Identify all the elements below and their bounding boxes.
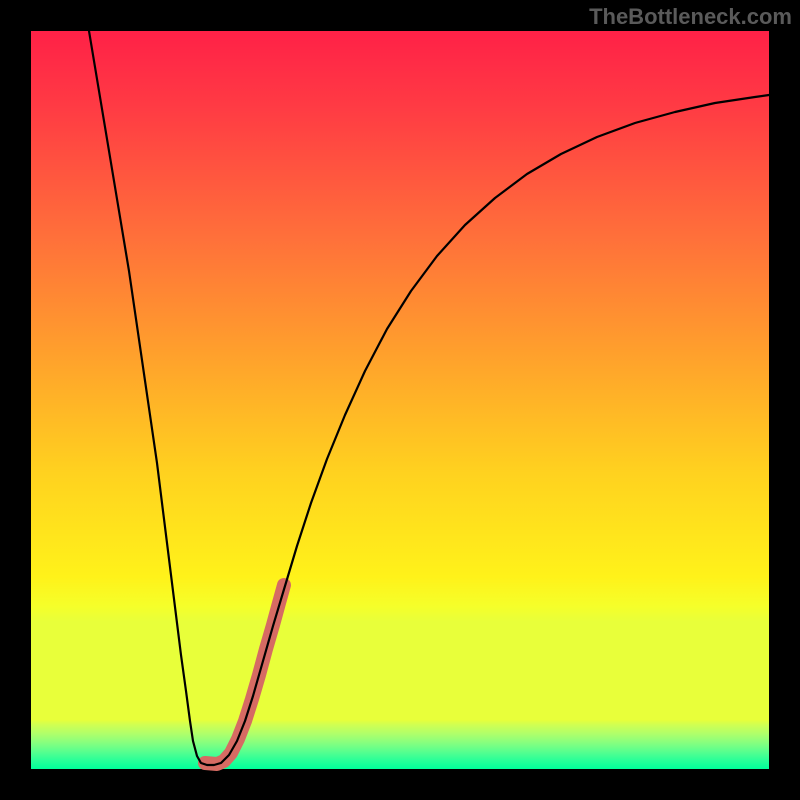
watermark-text: TheBottleneck.com: [589, 4, 792, 30]
highlight-segment: [205, 585, 284, 764]
bottleneck-curve: [89, 31, 769, 765]
chart-container: TheBottleneck.com: [0, 0, 800, 800]
plot-area: [31, 31, 769, 769]
curve-layer: [31, 31, 769, 769]
